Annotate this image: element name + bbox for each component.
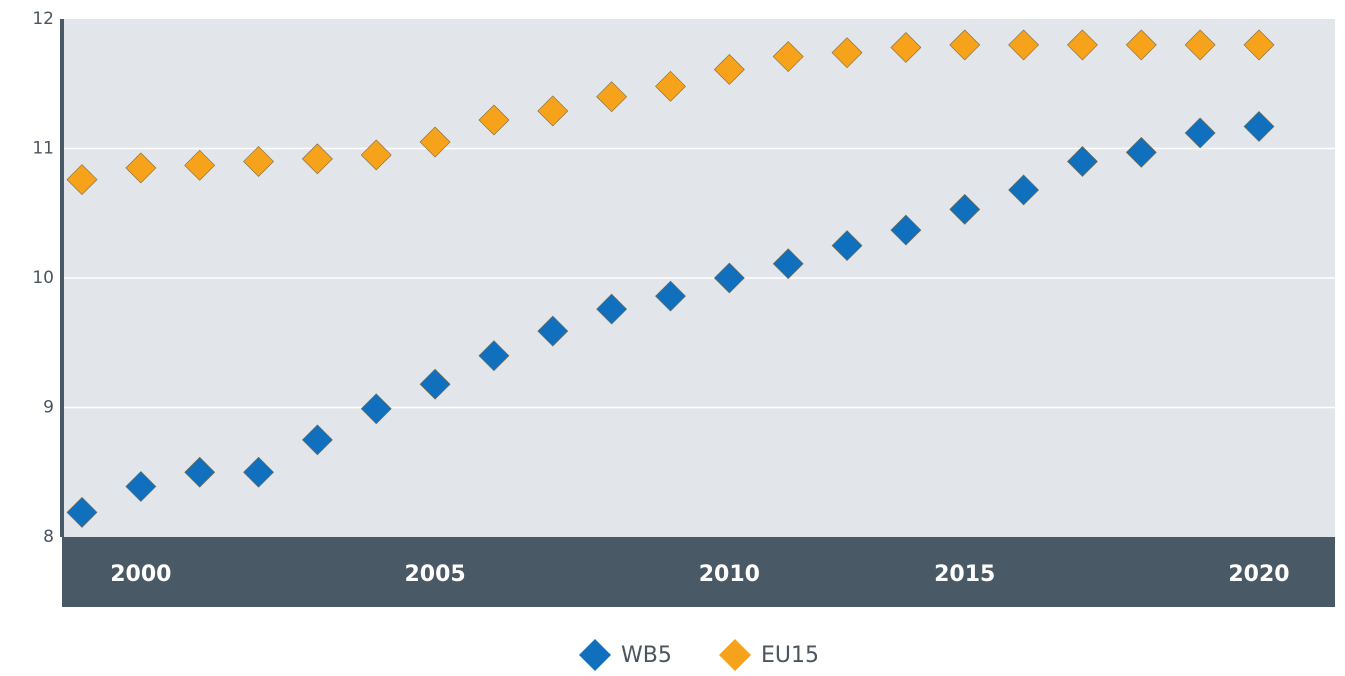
data-point (713, 262, 745, 294)
data-point (478, 104, 510, 136)
data-point (125, 152, 157, 184)
data-point (772, 41, 804, 72)
x-tick-label: 2010 (699, 562, 760, 587)
data-point (949, 29, 981, 61)
data-point (360, 393, 392, 425)
data-point (713, 54, 745, 85)
data-point (478, 340, 510, 372)
data-point (1008, 29, 1040, 61)
y-tick-label: 9 (43, 398, 54, 418)
data-point (890, 214, 922, 246)
x-tick-label: 2005 (404, 562, 465, 587)
data-point (1243, 29, 1275, 61)
y-tick-label: 8 (43, 527, 54, 547)
data-point (1125, 29, 1157, 61)
data-point (66, 496, 98, 528)
y-tick-label: 10 (32, 268, 54, 288)
data-point (125, 471, 157, 502)
legend-marker (719, 639, 751, 671)
data-point (655, 70, 686, 102)
data-point (1067, 146, 1098, 177)
data-point (537, 315, 569, 347)
data-point (66, 164, 98, 196)
y-tick-label: 12 (32, 9, 54, 29)
data-point (596, 293, 628, 325)
data-point (596, 81, 628, 113)
x-tick-label: 2000 (110, 562, 171, 587)
data-point (419, 126, 451, 158)
data-point (1008, 174, 1040, 206)
x-tick-label: 2015 (934, 562, 995, 587)
y-tick-label: 11 (32, 139, 54, 159)
data-point (184, 456, 216, 488)
data-point (1243, 111, 1275, 142)
data-point (831, 37, 863, 69)
x-tick-label: 2020 (1228, 562, 1289, 587)
x-axis-band (62, 537, 1335, 607)
data-point (1067, 29, 1098, 61)
data-point (655, 280, 686, 312)
data-point (1184, 29, 1216, 61)
data-point (1184, 117, 1216, 149)
legend-marker (579, 639, 611, 671)
data-point (831, 230, 863, 262)
data-point (537, 95, 569, 127)
data-point (419, 368, 451, 400)
data-point (1125, 136, 1157, 168)
data-point (301, 424, 333, 456)
data-point (360, 139, 392, 171)
data-point (772, 248, 804, 280)
legend-label: EU15 (761, 643, 819, 668)
data-point (949, 193, 981, 225)
data-point (184, 149, 216, 181)
legend-label: WB5 (621, 643, 672, 668)
data-point (301, 143, 333, 175)
data-point (243, 456, 274, 488)
data-point (890, 32, 922, 63)
data-point (243, 146, 274, 177)
